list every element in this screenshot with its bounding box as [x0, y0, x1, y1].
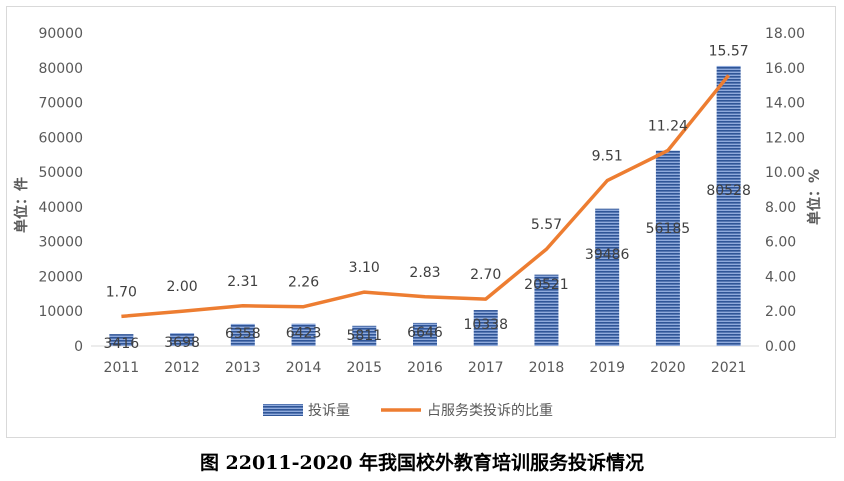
bar	[534, 274, 559, 346]
bar-data-label: 3416	[104, 336, 140, 352]
line-data-label: 15.57	[709, 43, 749, 59]
bar-data-label: 20521	[524, 277, 569, 293]
left-axis-tick-label: 20000	[38, 269, 83, 285]
right-axis-tick-label: 8.00	[765, 200, 796, 216]
line-data-label: 2.70	[470, 267, 501, 283]
right-axis-tick-label: 12.00	[765, 130, 805, 146]
right-axis-tick-label: 10.00	[765, 165, 805, 181]
legend: 投诉量 占服务类投诉的比重	[263, 403, 553, 419]
right-axis-title: 单位：%	[806, 169, 823, 225]
left-axis-tick-label: 10000	[38, 304, 83, 320]
line-series	[121, 74, 730, 319]
left-axis-title: 单位：件	[13, 177, 30, 233]
bar-data-label: 6358	[225, 326, 261, 342]
left-axis-tick-label: 80000	[38, 61, 83, 77]
line-data-label: 2.26	[288, 275, 319, 291]
bar	[473, 310, 498, 346]
line-data-label: 2.31	[227, 274, 258, 290]
bar	[716, 65, 741, 346]
x-axis-ticks: 2011 2012 2013 2014 2015 2016 2017 2018 2019 2020…	[104, 360, 747, 376]
left-axis-tick-label: 40000	[38, 200, 83, 216]
left-axis-tick-label: 30000	[38, 235, 83, 251]
x-axis-tick-label: 2015	[346, 360, 382, 376]
bar-data-labels: 3416 3698 6358 6423 5811 6646 10338 20521 39486 5…	[104, 183, 751, 352]
left-axis-ticks: 0 10000 20000 30000 40000 50000 60000 70000 8000…	[38, 26, 83, 355]
bar	[170, 333, 195, 346]
left-axis-tick-label: 50000	[38, 165, 83, 181]
line-data-label: 9.51	[592, 149, 623, 165]
x-axis-tick-label: 2021	[711, 360, 747, 376]
x-axis-tick-label: 2011	[104, 360, 140, 376]
line-data-label: 3.10	[349, 260, 380, 276]
line-data-label: 1.70	[106, 284, 137, 300]
x-axis-tick-label: 2013	[225, 360, 261, 376]
line-data-label: 11.24	[648, 119, 688, 135]
figure-caption: 图 22011-2020 年我国校外教育培训服务投诉情况	[199, 452, 645, 474]
right-axis-tick-label: 4.00	[765, 269, 796, 285]
x-axis-tick-label: 2018	[529, 360, 565, 376]
right-axis-tick-label: 18.00	[765, 26, 805, 42]
right-axis-tick-label: 0.00	[765, 339, 796, 355]
legend-bar-swatch	[263, 404, 303, 416]
bar-data-label: 6423	[286, 326, 322, 342]
bar-data-label: 6646	[407, 325, 443, 341]
right-axis-tick-label: 16.00	[765, 61, 805, 77]
bar-data-label: 56185	[646, 221, 691, 237]
right-axis-tick-label: 14.00	[765, 96, 805, 112]
right-axis-ticks: 0.00 2.00 4.00 6.00 8.00 10.00 12.00 14.00 16.00…	[765, 26, 805, 355]
line-data-label: 2.00	[167, 279, 198, 295]
left-axis-tick-label: 70000	[38, 96, 83, 112]
bar	[291, 323, 316, 346]
line-data-label: 5.57	[531, 217, 562, 233]
bar-data-label: 10338	[463, 317, 508, 333]
left-axis-tick-label: 60000	[38, 130, 83, 146]
bar	[413, 322, 437, 346]
left-axis-tick-label: 90000	[38, 26, 83, 42]
x-axis-tick-label: 2019	[589, 360, 625, 376]
x-axis-tick-label: 2020	[650, 360, 686, 376]
chart: 0 10000 20000 30000 40000 50000 60000 70000 8000…	[13, 26, 823, 419]
left-axis-tick-label: 0	[74, 339, 83, 355]
x-axis-tick-label: 2014	[286, 360, 322, 376]
legend-line-label: 占服务类投诉的比重	[427, 403, 553, 419]
bar-series	[109, 65, 741, 346]
chart-frame: 0 10000 20000 30000 40000 50000 60000 70000 8000…	[6, 6, 836, 438]
x-axis-tick-label: 2012	[164, 360, 200, 376]
bar-data-label: 39486	[585, 247, 630, 263]
right-axis-tick-label: 2.00	[765, 304, 796, 320]
right-axis-tick-label: 6.00	[765, 235, 796, 251]
x-axis-tick-label: 2016	[407, 360, 443, 376]
bar	[109, 334, 134, 346]
bar	[595, 208, 620, 346]
bar-data-label: 3698	[164, 335, 200, 351]
line-data-labels: 1.70 2.00 2.31 2.26 3.10 2.83 2.70 5.57 9.51 11.2…	[106, 43, 749, 300]
bar-data-label: 5811	[346, 328, 382, 344]
bar	[655, 150, 680, 346]
bar	[230, 323, 255, 346]
bar	[352, 325, 377, 346]
line-data-label: 2.83	[409, 265, 440, 281]
legend-bar-label: 投诉量	[308, 403, 350, 419]
x-axis-tick-label: 2017	[468, 360, 504, 376]
bar-data-label: 80528	[706, 183, 751, 199]
